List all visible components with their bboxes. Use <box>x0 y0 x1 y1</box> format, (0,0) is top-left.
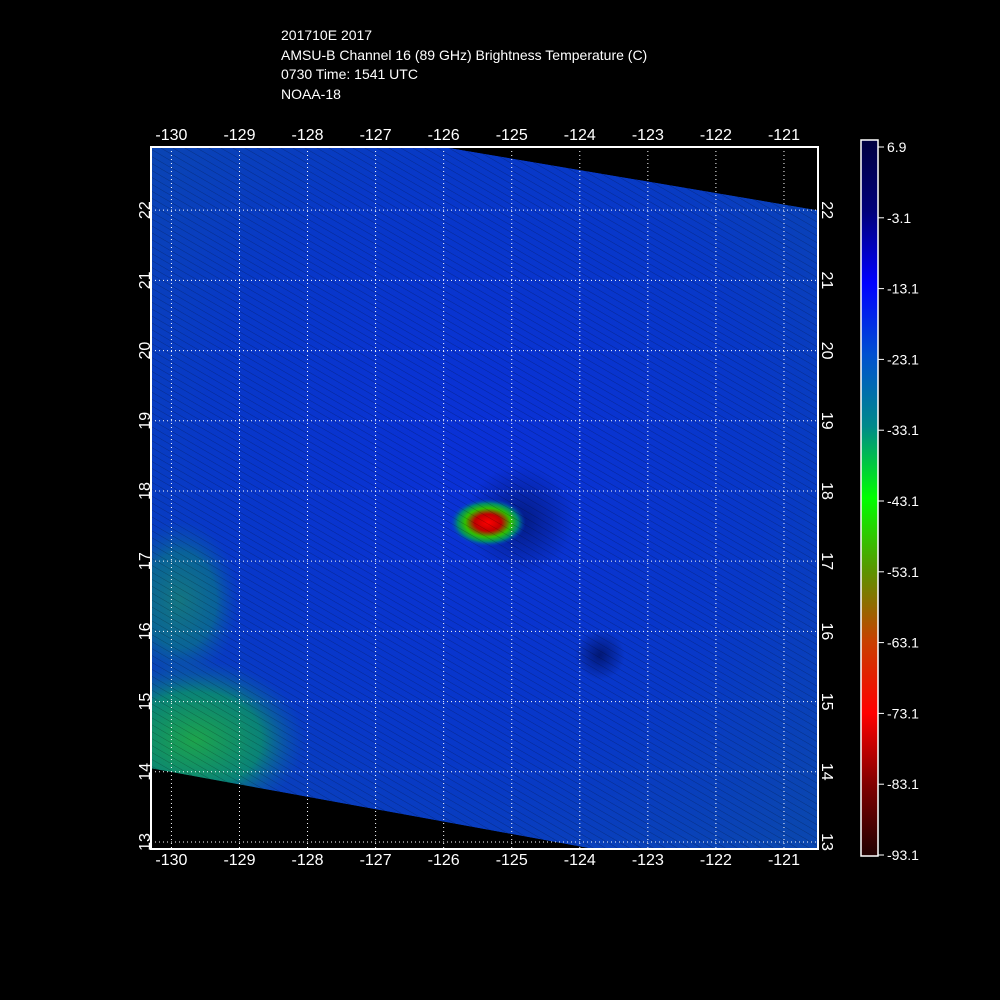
lat-tick-label-left: 14 <box>137 763 154 781</box>
lat-tick-label-left: 22 <box>137 201 154 219</box>
lat-tick-label-right: 17 <box>818 552 835 570</box>
swath-imagery <box>151 147 818 849</box>
lon-tick-label-top: -130 <box>155 127 187 144</box>
colorbar-label: -43.1 <box>887 493 919 509</box>
longitude-labels-top: -130 -129 -128 -127 -126 -125 -124 -123 -122 -121 <box>155 127 800 144</box>
lon-tick-label-bottom: -125 <box>496 852 528 869</box>
product-title: AMSU-B Channel 16 (89 GHz) Brightness Te… <box>281 46 648 63</box>
latitude-labels-right: 13 14 15 16 17 18 19 20 21 22 <box>818 201 835 851</box>
time-title: 0730 Time: 1541 UTC <box>281 66 418 82</box>
lat-tick-label-left: 17 <box>137 552 154 570</box>
lat-tick-label-right: 19 <box>818 412 835 430</box>
lon-tick-label-bottom: -121 <box>768 852 800 869</box>
lat-tick-label-left: 18 <box>137 482 154 500</box>
lon-tick-label-top: -124 <box>564 127 596 144</box>
colorbar-label: -53.1 <box>887 564 919 580</box>
lat-tick-label-left: 13 <box>137 833 154 851</box>
lon-tick-label-bottom: -122 <box>700 852 732 869</box>
lat-tick-label-left: 21 <box>137 271 154 289</box>
lon-tick-label-bottom: -130 <box>155 852 187 869</box>
satellite-title: NOAA-18 <box>281 85 341 102</box>
storm-id-title: 201710E 2017 <box>281 27 373 43</box>
lat-tick-label-right: 14 <box>818 763 835 781</box>
lat-tick-label-left: 16 <box>137 622 154 640</box>
lat-tick-label-left: 15 <box>137 693 154 711</box>
colorbar-label: -3.1 <box>887 210 911 226</box>
lon-tick-label-top: -129 <box>223 127 255 144</box>
longitude-labels-bottom: -130 -129 -128 -127 -126 -125 -124 -123 -122 -121 <box>155 852 800 869</box>
colorbar: 6.9 -3.1 -13.1 -23.1 -33.1 -43.1 -53.1 -63.1 -73… <box>860 139 919 863</box>
colorbar-label: -93.1 <box>887 847 919 863</box>
lat-tick-label-right: 20 <box>818 342 835 360</box>
lon-tick-label-top: -123 <box>632 127 664 144</box>
lat-tick-label-right: 21 <box>818 271 835 289</box>
lon-tick-label-bottom: -123 <box>632 852 664 869</box>
lon-tick-label-top: -126 <box>428 127 460 144</box>
lat-tick-label-right: 18 <box>818 482 835 500</box>
lat-lon-grid <box>151 147 818 849</box>
lat-tick-label-right: 22 <box>818 201 835 219</box>
colorbar-label: -83.1 <box>887 776 919 792</box>
colorbar-label: -63.1 <box>887 635 919 651</box>
lon-tick-label-top: -122 <box>700 127 732 144</box>
map-frame <box>150 146 819 850</box>
lon-tick-label-top: -127 <box>360 127 392 144</box>
colorbar-label: -13.1 <box>887 281 919 297</box>
lon-tick-label-bottom: -128 <box>292 852 324 869</box>
colorbar-gradient <box>860 139 879 857</box>
lon-tick-label-top: -121 <box>768 127 800 144</box>
lon-tick-label-bottom: -129 <box>223 852 255 869</box>
lat-tick-label-right: 16 <box>818 622 835 640</box>
scanline-texture <box>151 147 818 849</box>
lat-tick-label-right: 13 <box>818 833 835 851</box>
lon-tick-label-top: -125 <box>496 127 528 144</box>
colorbar-label: -33.1 <box>887 422 919 438</box>
lat-tick-label-right: 15 <box>818 693 835 711</box>
colorbar-label: 6.9 <box>887 139 907 155</box>
lat-tick-label-left: 19 <box>137 412 154 430</box>
latitude-labels-left: 13 14 15 16 17 18 19 20 21 22 <box>137 201 154 851</box>
lon-tick-label-bottom: -124 <box>564 852 596 869</box>
colorbar-labels: 6.9 -3.1 -13.1 -23.1 -33.1 -43.1 -53.1 -63.1 -73… <box>878 139 919 863</box>
title-block: 201710E 2017 AMSU-B Channel 16 (89 GHz) … <box>281 26 647 104</box>
lon-tick-label-bottom: -126 <box>428 852 460 869</box>
lon-tick-label-bottom: -127 <box>360 852 392 869</box>
lon-tick-label-top: -128 <box>292 127 324 144</box>
colorbar-label: -23.1 <box>887 351 919 367</box>
lat-tick-label-left: 20 <box>137 342 154 360</box>
colorbar-label: -73.1 <box>887 705 919 721</box>
